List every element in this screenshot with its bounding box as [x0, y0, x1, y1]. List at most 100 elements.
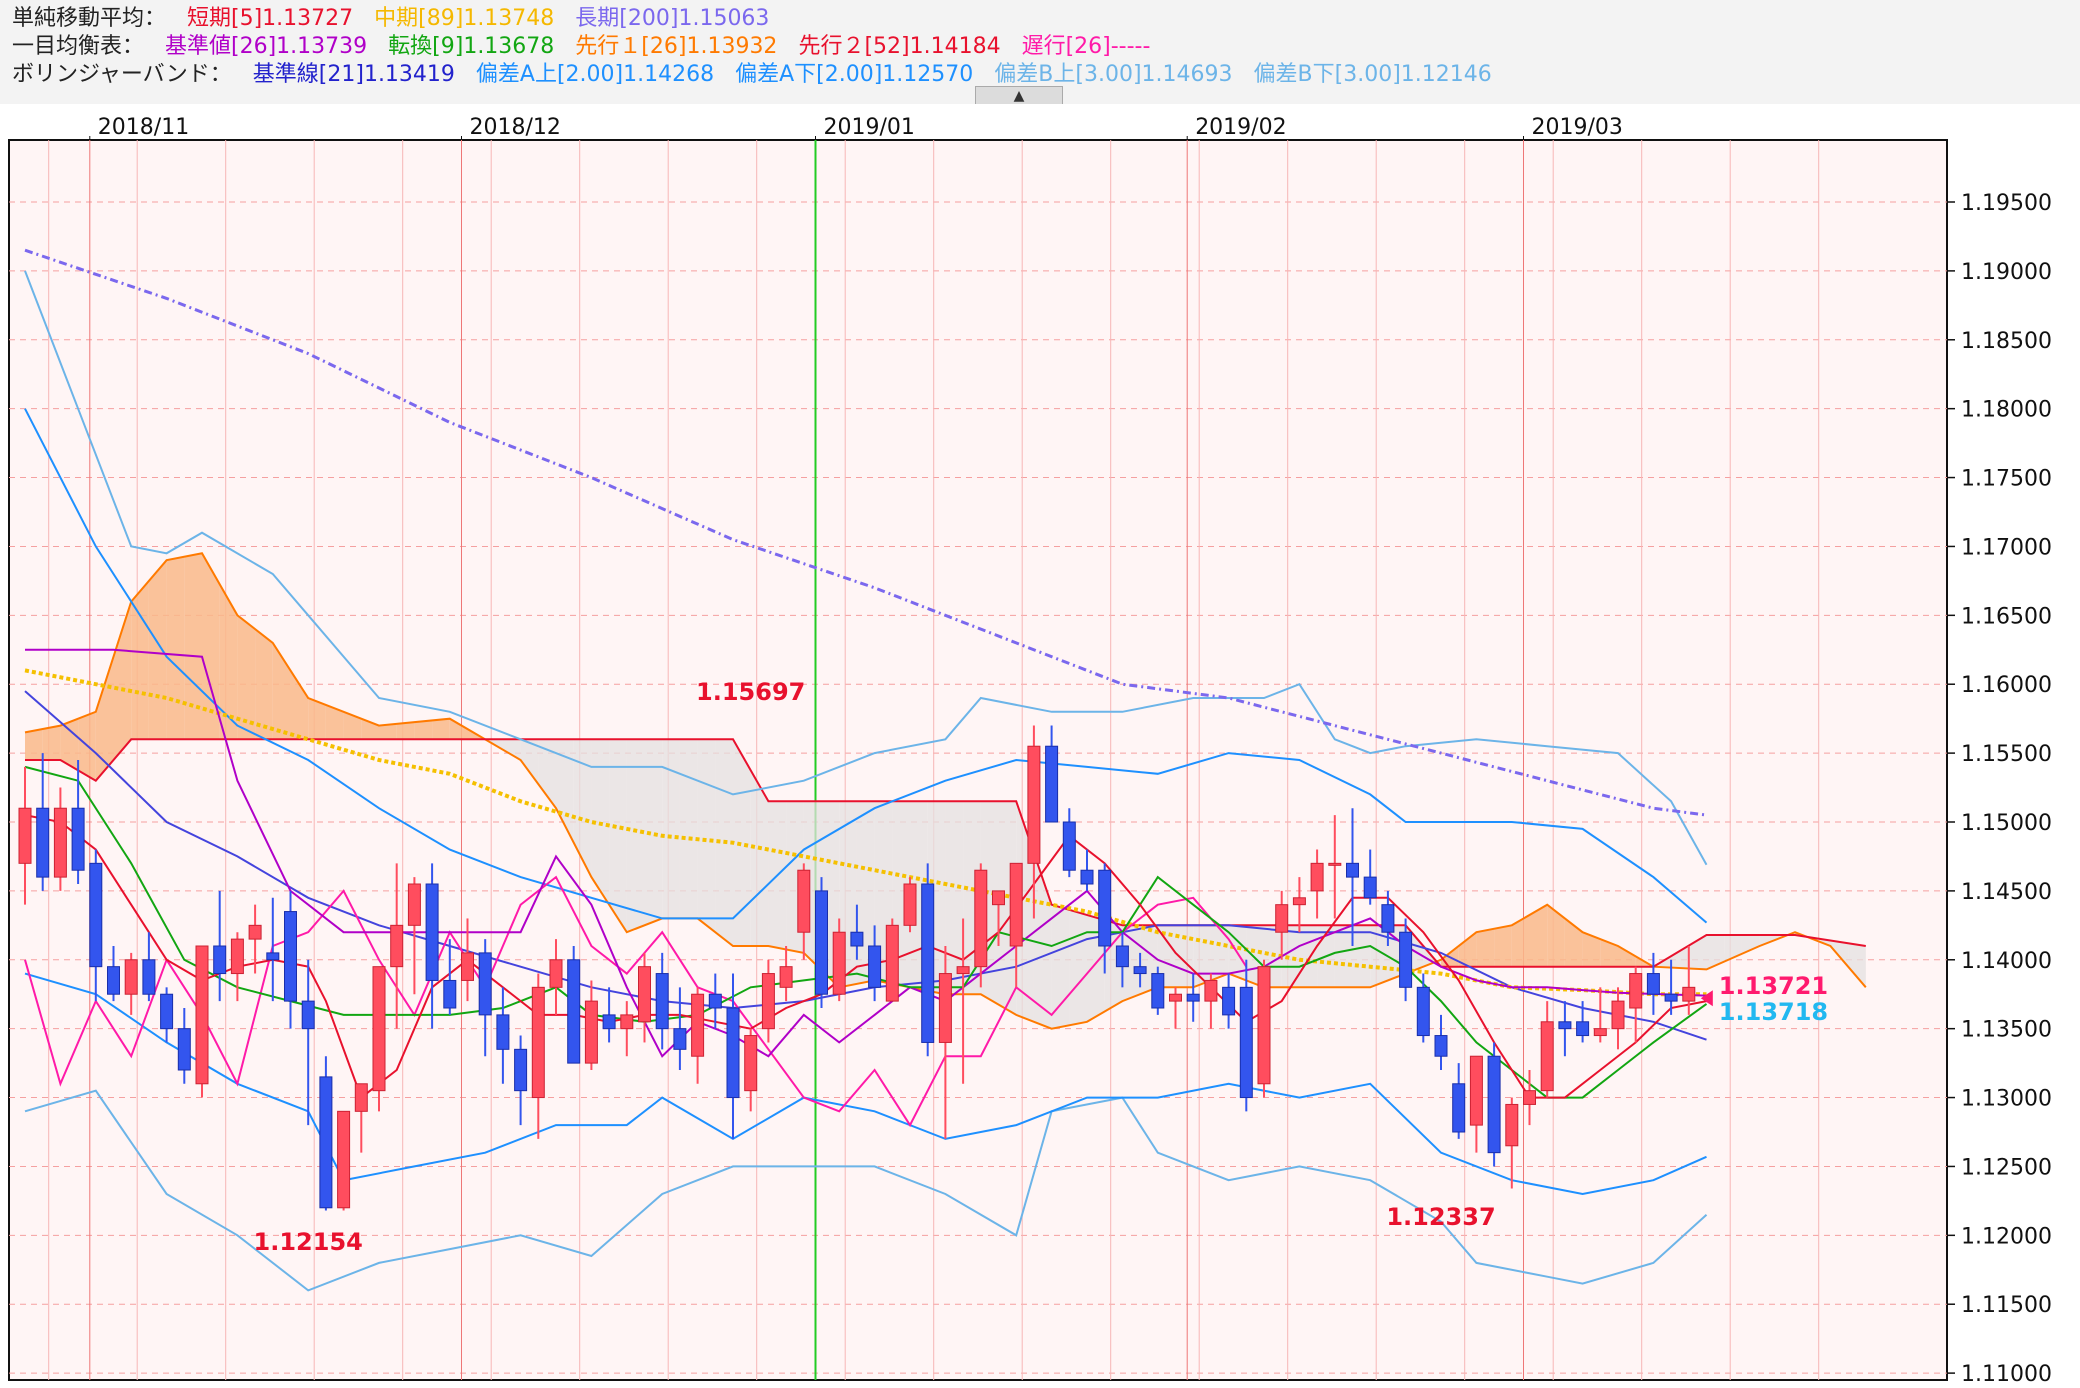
- cloud-segment: [42, 725, 61, 760]
- y-tick-label: 1.15000: [1961, 811, 2052, 836]
- cloud-segment: [1210, 925, 1229, 981]
- candle-body: [549, 959, 563, 988]
- axes: 1.19500 1.19000 1.18500 1.18000 1.17500 1.170…: [89, 115, 2052, 1387]
- candle-body: [1062, 821, 1076, 871]
- candle-body: [1487, 1055, 1501, 1154]
- candle-body: [195, 945, 209, 1085]
- bollinger-legend-label: ボリンジャーバンド：: [12, 62, 232, 87]
- cloud-segment: [1600, 939, 1618, 967]
- candle-body: [36, 807, 50, 878]
- y-tick-label: 1.18000: [1961, 398, 2052, 423]
- cloud-segment: [1848, 943, 1866, 988]
- bollinger-a-lower-line: [24, 972, 1707, 1196]
- bollinger-a-upper-value: 偏差A上[2.00]1.14268: [475, 62, 715, 87]
- bollinger-b-upper-line: [24, 270, 1708, 866]
- candle-body: [301, 1000, 315, 1030]
- cloud-segment: [1706, 934, 1725, 970]
- ichimoku-cloud: [24, 552, 1867, 1030]
- cloud-segment: [626, 739, 645, 933]
- cloud-segment: [609, 739, 627, 933]
- x-tick-label: 2018/11: [98, 115, 189, 140]
- cloud-segment: [538, 739, 556, 809]
- ichimoku-legend-row: 一目均衡表： 基準値[26]1.13739 転換[9]1.13678 先行１[2…: [12, 32, 1164, 62]
- candle-body: [1292, 897, 1306, 906]
- cloud-segment: [272, 642, 291, 740]
- candle-body: [779, 966, 793, 988]
- cloud-segment: [1476, 928, 1495, 967]
- y-tick-label: 1.19000: [1961, 260, 2052, 285]
- candle-body: [974, 869, 988, 968]
- candle-body: [761, 973, 775, 1030]
- cloud-segment: [502, 739, 521, 760]
- cloud-segment: [343, 711, 362, 740]
- candle-body: [390, 924, 404, 968]
- candle-body: [1629, 973, 1643, 1009]
- candle-body: [602, 1014, 616, 1030]
- cloud-segment: [202, 553, 220, 740]
- y-tick-label: 1.11500: [1961, 1293, 2052, 1318]
- ichimoku-chikou-value: 遅行[26]-----: [1021, 34, 1151, 59]
- ichimoku-tenkan-value: 転換[9]1.13678: [388, 34, 555, 59]
- y-tick-label: 1.18500: [1961, 329, 2052, 354]
- cloud-segment: [113, 601, 132, 760]
- cloud-segment: [1547, 904, 1565, 967]
- candle-body: [868, 945, 882, 988]
- candle-body: [478, 952, 492, 1016]
- candle-body: [903, 883, 917, 926]
- candle-body: [1611, 1000, 1625, 1030]
- cloud-segment: [945, 801, 964, 995]
- candle-body: [1027, 745, 1041, 864]
- candle-body: [531, 986, 545, 1099]
- cloud-segment: [573, 739, 592, 878]
- candle-body: [1646, 973, 1660, 995]
- cloud-segment: [396, 722, 415, 740]
- candle-body: [1310, 862, 1324, 892]
- candle-body: [1204, 979, 1218, 1002]
- ichimoku-legend-label: 一目均衡表：: [12, 34, 145, 59]
- candle-body: [266, 952, 280, 961]
- last-price-marker-icon: [1700, 990, 1713, 1007]
- candle-body: [425, 883, 439, 981]
- x-tick-label: 2018/12: [470, 115, 561, 140]
- candle-body: [1045, 745, 1059, 823]
- y-tick-label: 1.11000: [1961, 1362, 2052, 1387]
- plot-area: [8, 139, 1948, 1381]
- cloud-segment: [1033, 853, 1052, 1029]
- cloud-segment: [25, 729, 43, 760]
- candle-body: [567, 959, 581, 1064]
- cloud-segment: [148, 560, 167, 740]
- price-extreme-label: 1.12337: [1386, 1203, 1495, 1231]
- bollinger-a-upper-line: [24, 408, 1708, 924]
- y-tick-label: 1.19500: [1961, 191, 2052, 216]
- candle-body: [1009, 862, 1023, 947]
- candle-body: [107, 966, 120, 995]
- collapse-legend-button[interactable]: ▲: [975, 86, 1063, 105]
- cloud-segment: [662, 739, 680, 919]
- candle-body: [372, 966, 386, 1092]
- candle-body: [337, 1110, 351, 1209]
- candle-body: [319, 1076, 333, 1209]
- candle-body: [1186, 993, 1200, 1002]
- candle-body: [956, 966, 970, 975]
- cloud-segment: [1370, 925, 1388, 988]
- cloud-segment: [1281, 925, 1300, 988]
- candle-body: [620, 1014, 634, 1030]
- cloud-segment: [1741, 934, 1760, 954]
- cloud-segment: [308, 698, 326, 740]
- cloud-segment: [520, 739, 539, 785]
- candle-body: [1682, 986, 1696, 1002]
- candle-body: [1151, 973, 1165, 1009]
- candle-body: [832, 931, 846, 995]
- ichimoku-senkou1-value: 先行１[26]1.13932: [575, 34, 778, 59]
- x-tick-label: 2019/01: [824, 115, 915, 140]
- cloud-segment: [255, 629, 273, 740]
- bollinger-a-lower-value: 偏差A下[2.00]1.12570: [735, 62, 974, 87]
- cloud-segment: [166, 556, 185, 740]
- candle-body: [142, 959, 156, 995]
- y-tick-label: 1.16500: [1961, 604, 2052, 629]
- ichimoku-senkou2-value: 先行２[52]1.14184: [798, 34, 1001, 59]
- last-price-label: 1.13721: [1719, 972, 1828, 1000]
- candle-body: [1523, 1090, 1536, 1105]
- chevron-up-icon: ▲: [1013, 88, 1025, 104]
